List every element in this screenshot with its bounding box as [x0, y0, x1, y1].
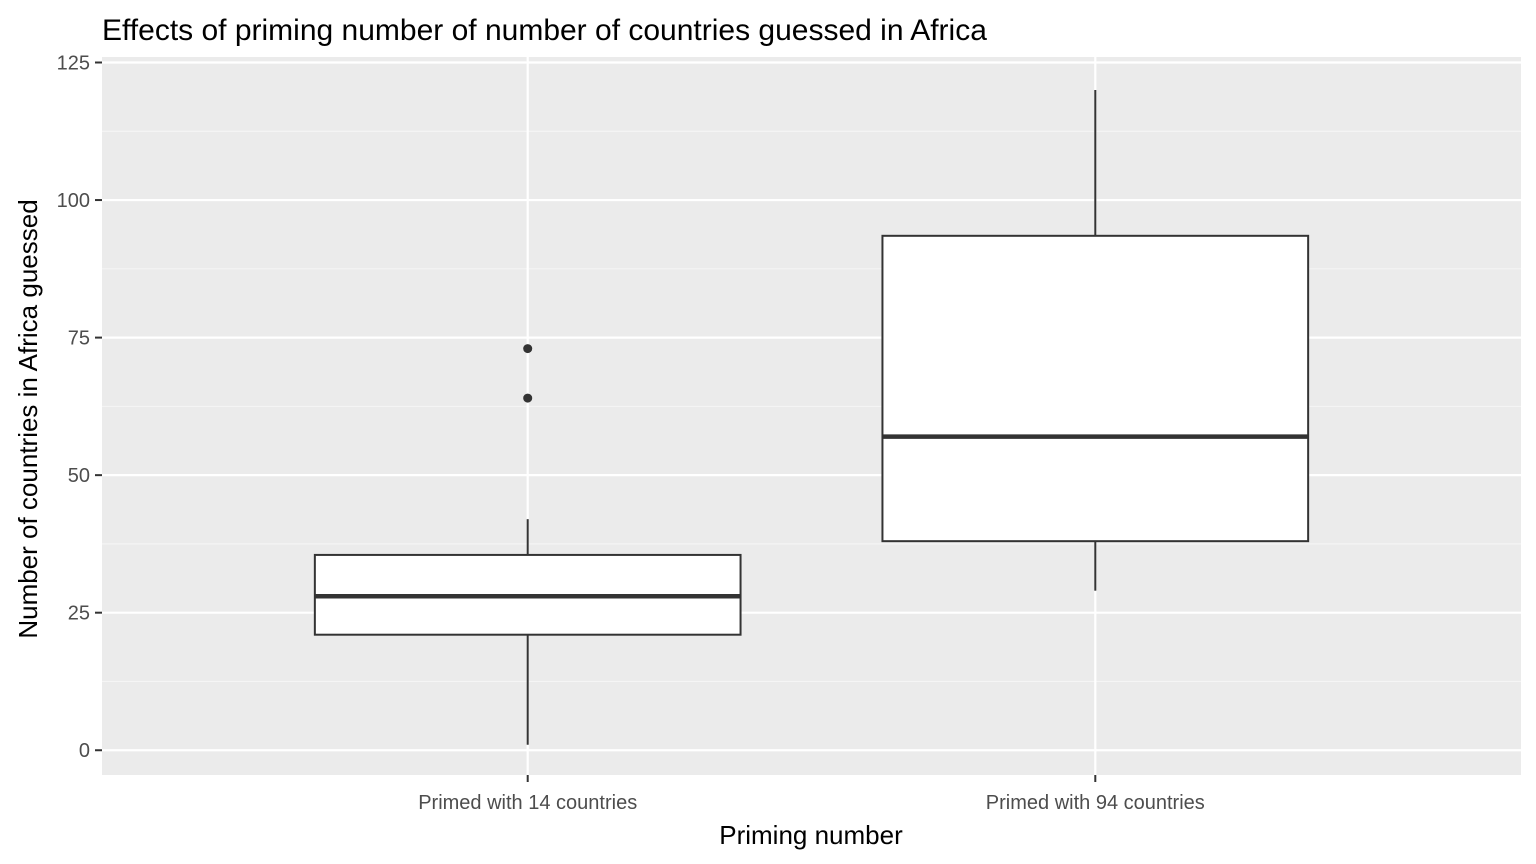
y-tick-label: 100: [57, 190, 90, 212]
x-axis-label: Priming number: [719, 820, 903, 850]
box-iqr: [882, 236, 1308, 541]
outlier-point: [523, 394, 532, 403]
y-tick-label: 25: [68, 603, 90, 625]
outlier-point: [523, 344, 532, 353]
y-tick-label: 50: [68, 465, 90, 487]
chart-title: Effects of priming number of number of c…: [102, 14, 987, 47]
y-tick-label: 125: [57, 53, 90, 75]
y-tick-label: 0: [79, 740, 90, 762]
y-tick-label: 75: [68, 328, 90, 350]
x-tick-label: Primed with 94 countries: [986, 792, 1205, 814]
y-axis-label: Number of countries in Africa guessed: [13, 199, 43, 638]
x-tick-label: Primed with 14 countries: [418, 792, 637, 814]
